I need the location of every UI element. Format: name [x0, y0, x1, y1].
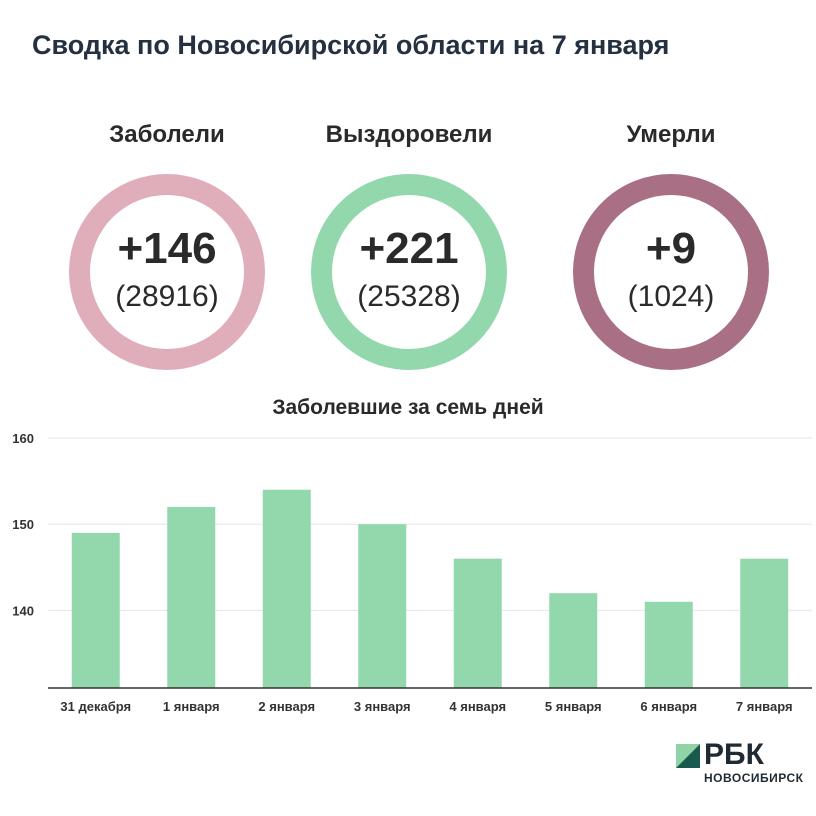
page-title: Сводка по Новосибирской области на 7 янв…: [32, 30, 670, 60]
bar: [740, 558, 789, 688]
stat-recovered: Выздоровели +221 (25328): [289, 118, 529, 370]
bar: [644, 601, 693, 688]
bar: [453, 558, 502, 688]
rbc-logo-subtitle: НОВОСИБИРСК: [704, 771, 804, 785]
x-tick-label: 5 января: [545, 699, 602, 714]
bar: [71, 532, 120, 688]
stat-total-infected: (28916): [115, 280, 219, 313]
ring-infected: +146 (28916): [69, 174, 265, 370]
chart-title: Заболевшие за семь дней: [272, 396, 544, 419]
stat-total-recovered: (25328): [357, 280, 461, 313]
ring-recovered: +221 (25328): [311, 174, 507, 370]
x-tick-label: 1 января: [163, 699, 220, 714]
stat-label-infected: Заболели: [109, 121, 225, 148]
ring-deaths: +9 (1024): [573, 174, 769, 370]
y-tick-label: 160: [12, 431, 34, 446]
stat-infected: Заболели +146 (28916): [47, 118, 287, 370]
x-tick-label: 2 января: [258, 699, 315, 714]
x-tick-label: 7 января: [736, 699, 793, 714]
y-tick-label: 150: [12, 517, 34, 532]
stat-value-infected: +146: [117, 224, 217, 273]
x-tick-label: 3 января: [354, 699, 411, 714]
bar: [358, 524, 407, 688]
rbc-logo-icon: [676, 744, 700, 768]
y-tick-label: 140: [12, 603, 34, 618]
stat-value-deaths: +9: [645, 224, 697, 273]
bar: [262, 489, 311, 688]
x-tick-label: 6 января: [640, 699, 697, 714]
x-tick-label: 31 декабря: [60, 699, 131, 714]
bar-chart: 140 150 160 31 декабря 1 января 2 января 3 янв…: [12, 431, 812, 714]
bar: [167, 506, 216, 688]
stat-value-recovered: +221: [359, 224, 459, 273]
x-tick-label: 4 января: [449, 699, 506, 714]
bar: [549, 593, 598, 688]
stat-label-deaths: Умерли: [626, 121, 716, 148]
stat-deaths: Умерли +9 (1024): [551, 118, 791, 370]
stat-total-deaths: (1024): [627, 280, 715, 313]
stat-label-recovered: Выздоровели: [325, 121, 493, 148]
rbc-logo-text: РБК: [704, 738, 764, 771]
rbc-logo: РБК НОВОСИБИРСК: [676, 738, 812, 792]
